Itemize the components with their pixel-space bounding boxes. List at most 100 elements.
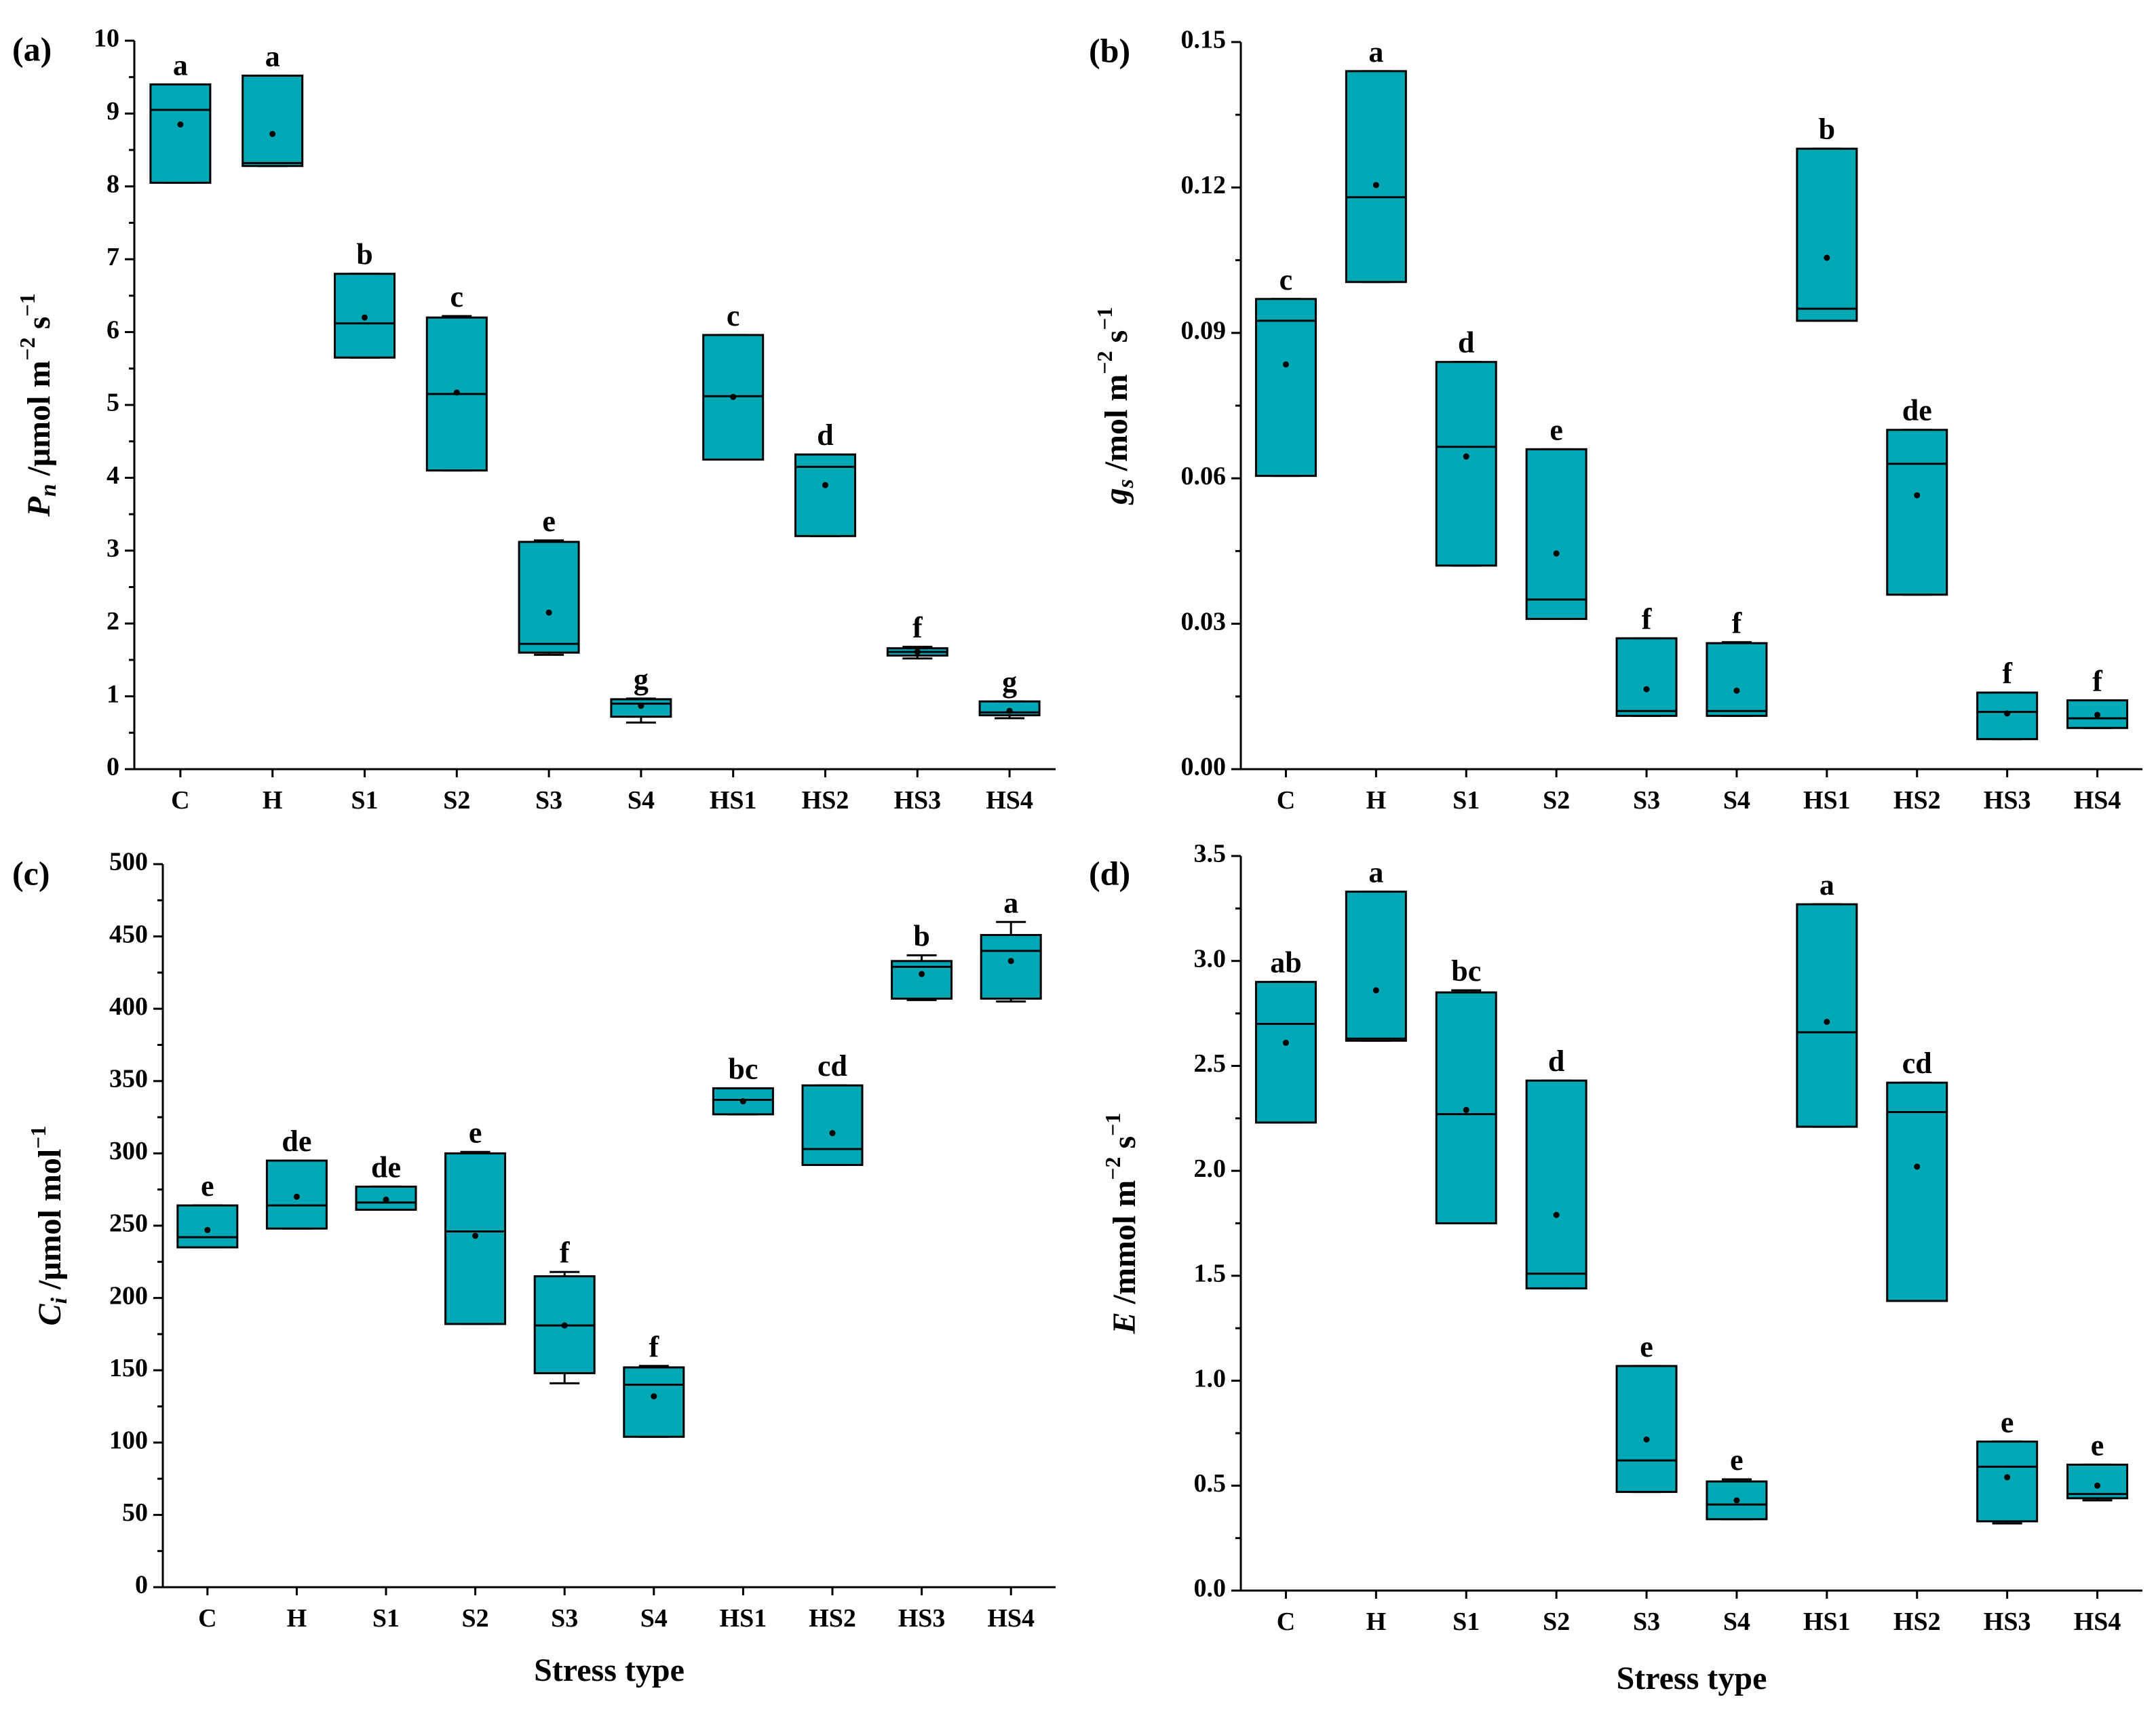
panel-letter: (b) xyxy=(1089,31,1130,69)
y-tick-label: 1.0 xyxy=(1194,1364,1227,1393)
box-HS3: e xyxy=(1976,1405,2039,1525)
x-tick-label: H xyxy=(263,786,283,815)
significance-letter: c xyxy=(450,280,464,313)
box-body xyxy=(1615,637,1678,717)
x-tick-label: S4 xyxy=(640,1604,668,1633)
mean-dot xyxy=(651,1393,657,1400)
box-body xyxy=(1345,70,1407,284)
y-tick-label: 0.03 xyxy=(1181,607,1227,636)
x-tick-label: HS3 xyxy=(893,786,941,815)
box-body xyxy=(1435,361,1497,567)
x-tick-label: S1 xyxy=(372,1604,400,1633)
significance-letter: f xyxy=(2092,665,2103,698)
y-axis-unit: /μmol m xyxy=(21,361,57,484)
significance-letter: d xyxy=(817,419,833,452)
box-S1: d xyxy=(1435,326,1497,567)
x-tick-label: S2 xyxy=(462,1604,489,1633)
x-tick-label: S4 xyxy=(1723,786,1750,815)
significance-letter: e xyxy=(1549,413,1563,446)
box-body xyxy=(1886,1081,1948,1302)
y-axis-symbol: P xyxy=(21,497,57,518)
x-tick-label: S3 xyxy=(1633,1608,1660,1636)
panel-3: (d)0.00.51.01.52.02.53.03.5C H S1 S2 S3 S4 HS1… xyxy=(1089,840,2142,1696)
mean-dot xyxy=(561,1322,568,1329)
y-axis-symbol: g xyxy=(1098,488,1134,505)
significance-letter: b xyxy=(356,238,372,271)
significance-letter: de xyxy=(282,1125,311,1158)
significance-letter: e xyxy=(2091,1428,2104,1462)
x-tick-label: HS2 xyxy=(802,786,849,815)
significance-letter: a xyxy=(1820,868,1834,901)
x-tick-label: HS2 xyxy=(809,1604,856,1633)
y-axis-unit-part: s xyxy=(1106,1136,1142,1157)
y-tick-label: 0 xyxy=(135,1571,148,1599)
box-C: ab xyxy=(1254,946,1317,1124)
mean-dot xyxy=(1372,987,1379,994)
mean-dot xyxy=(638,703,644,709)
box-body xyxy=(518,541,580,654)
mean-dot xyxy=(453,389,460,396)
significance-letter: cd xyxy=(1902,1047,1932,1080)
box-S1: bc xyxy=(1435,954,1497,1224)
significance-letter: e xyxy=(2001,1405,2014,1439)
y-tick-label: 1 xyxy=(107,680,119,708)
y-tick-label: 50 xyxy=(122,1498,148,1527)
box-S2: d xyxy=(1525,1045,1587,1289)
y-axis-exponent: −1 xyxy=(1092,307,1117,330)
x-tick-label: HS4 xyxy=(987,1604,1035,1633)
significance-letter: a xyxy=(265,40,280,73)
box-HS4: f xyxy=(2066,665,2129,729)
mean-dot xyxy=(545,609,552,616)
y-tick-label: 1.5 xyxy=(1194,1260,1227,1288)
mean-dot xyxy=(739,1098,746,1105)
box-body xyxy=(1706,642,1768,717)
x-tick-label: C xyxy=(1277,1608,1295,1636)
box-body xyxy=(1254,298,1317,478)
box-S2: e xyxy=(1525,413,1587,620)
x-tick-label: HS1 xyxy=(1803,1608,1851,1636)
y-tick-label: 2.0 xyxy=(1194,1154,1227,1183)
box-S1: de xyxy=(355,1150,417,1211)
significance-letter: f xyxy=(1642,602,1653,636)
box-C: c xyxy=(1254,263,1317,478)
y-tick-label: 500 xyxy=(109,848,148,876)
significance-letter: b xyxy=(913,919,929,952)
box-S3: f xyxy=(1615,602,1678,717)
box-HS4: e xyxy=(2066,1428,2129,1502)
box-body xyxy=(2066,1463,2129,1500)
box-HS2: cd xyxy=(801,1049,864,1166)
box-S3: e xyxy=(1615,1330,1678,1494)
box-S3: f xyxy=(533,1236,596,1384)
y-tick-label: 300 xyxy=(109,1137,148,1165)
significance-letter: f xyxy=(649,1330,659,1363)
y-tick-label: 0 xyxy=(107,753,119,781)
box-body xyxy=(623,1366,685,1438)
significance-letter: d xyxy=(1458,326,1474,359)
significance-letter: e xyxy=(1730,1443,1744,1477)
box-S1: b xyxy=(334,238,396,359)
y-tick-label: 0.06 xyxy=(1181,462,1227,490)
y-axis-exponent: −2 xyxy=(15,337,39,360)
y-axis-exponent: −1 xyxy=(1100,1113,1125,1136)
mean-dot xyxy=(1824,254,1830,261)
mean-dot xyxy=(1282,1039,1289,1046)
y-tick-label: 0.12 xyxy=(1181,171,1227,199)
box-S4: g xyxy=(610,663,672,724)
y-tick-label: 0.0 xyxy=(1194,1574,1227,1603)
box-body xyxy=(980,933,1042,1000)
box-S2: c xyxy=(425,280,488,472)
mean-dot xyxy=(1914,1163,1921,1170)
box-body xyxy=(1976,1440,2039,1523)
panel-letter: (a) xyxy=(12,30,52,68)
y-axis-title: gs /mol m−2 s−1 xyxy=(1092,307,1138,505)
x-tick-label: HS2 xyxy=(1893,786,1941,815)
box-body xyxy=(355,1185,417,1211)
mean-dot xyxy=(1553,550,1560,557)
y-tick-label: 100 xyxy=(109,1426,148,1455)
mean-dot xyxy=(2004,710,2011,717)
significance-letter: f xyxy=(1732,606,1743,640)
y-tick-label: 5 xyxy=(107,389,119,417)
